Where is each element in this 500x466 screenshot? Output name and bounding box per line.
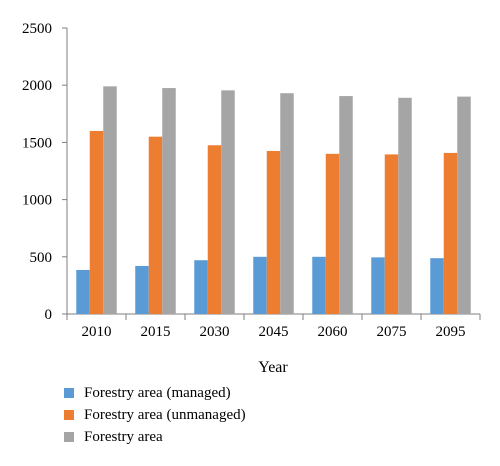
y-tick-label: 1000	[22, 193, 52, 209]
bars	[76, 86, 471, 315]
bar	[443, 152, 458, 314]
x-tick-label: 2045	[259, 324, 289, 340]
x-tick-label: 2095	[436, 324, 466, 340]
x-tick-label: 2015	[141, 324, 171, 340]
y-tick-label: 1500	[22, 135, 52, 151]
legend-swatch-managed	[64, 388, 74, 398]
legend-label-unmanaged: Forestry area (unmanaged)	[84, 406, 246, 423]
y-tick-label: 2500	[22, 21, 52, 37]
x-tick-label: 2075	[377, 324, 407, 340]
bar	[280, 93, 294, 314]
bar	[384, 154, 399, 314]
legend-label-total: Forestry area	[84, 428, 163, 445]
bar	[253, 256, 267, 314]
legend-item-managed: Forestry area (managed)	[64, 382, 246, 404]
bar	[312, 256, 326, 314]
bar	[207, 145, 222, 314]
legend-swatch-unmanaged	[64, 410, 74, 420]
bar	[430, 258, 444, 314]
bar	[398, 97, 412, 314]
bar-chart: 0 500 1000 1500 2000 2500 2010 2015 2030 2045 206…	[22, 21, 481, 376]
y-axis: 0 500 1000 1500 2000 2500	[22, 21, 68, 323]
y-tick-label: 2000	[22, 78, 52, 94]
legend-swatch-total	[64, 432, 74, 442]
x-axis: 2010 2015 2030 2045 2060 2075 2095	[66, 313, 481, 340]
y-tick-label: 500	[30, 250, 53, 266]
bar	[221, 90, 235, 315]
bar	[162, 88, 176, 314]
legend: Forestry area (managed) Forestry area (u…	[64, 382, 246, 448]
bar	[339, 96, 353, 315]
bar	[371, 257, 385, 314]
x-tick-label: 2010	[82, 324, 112, 340]
bar	[135, 265, 149, 314]
bar	[76, 269, 90, 314]
legend-label-managed: Forestry area (managed)	[84, 384, 231, 401]
y-tick-label: 0	[45, 307, 53, 323]
bar	[325, 153, 340, 314]
x-tick-label: 2030	[200, 324, 230, 340]
bar	[89, 130, 104, 314]
bar	[457, 96, 471, 314]
bar	[194, 260, 208, 314]
legend-item-unmanaged: Forestry area (unmanaged)	[64, 404, 246, 426]
bar	[103, 86, 117, 315]
bar	[148, 136, 163, 314]
bar	[266, 150, 281, 314]
x-tick-label: 2060	[318, 324, 348, 340]
x-axis-title: Year	[258, 359, 288, 376]
legend-item-total: Forestry area	[64, 426, 246, 448]
